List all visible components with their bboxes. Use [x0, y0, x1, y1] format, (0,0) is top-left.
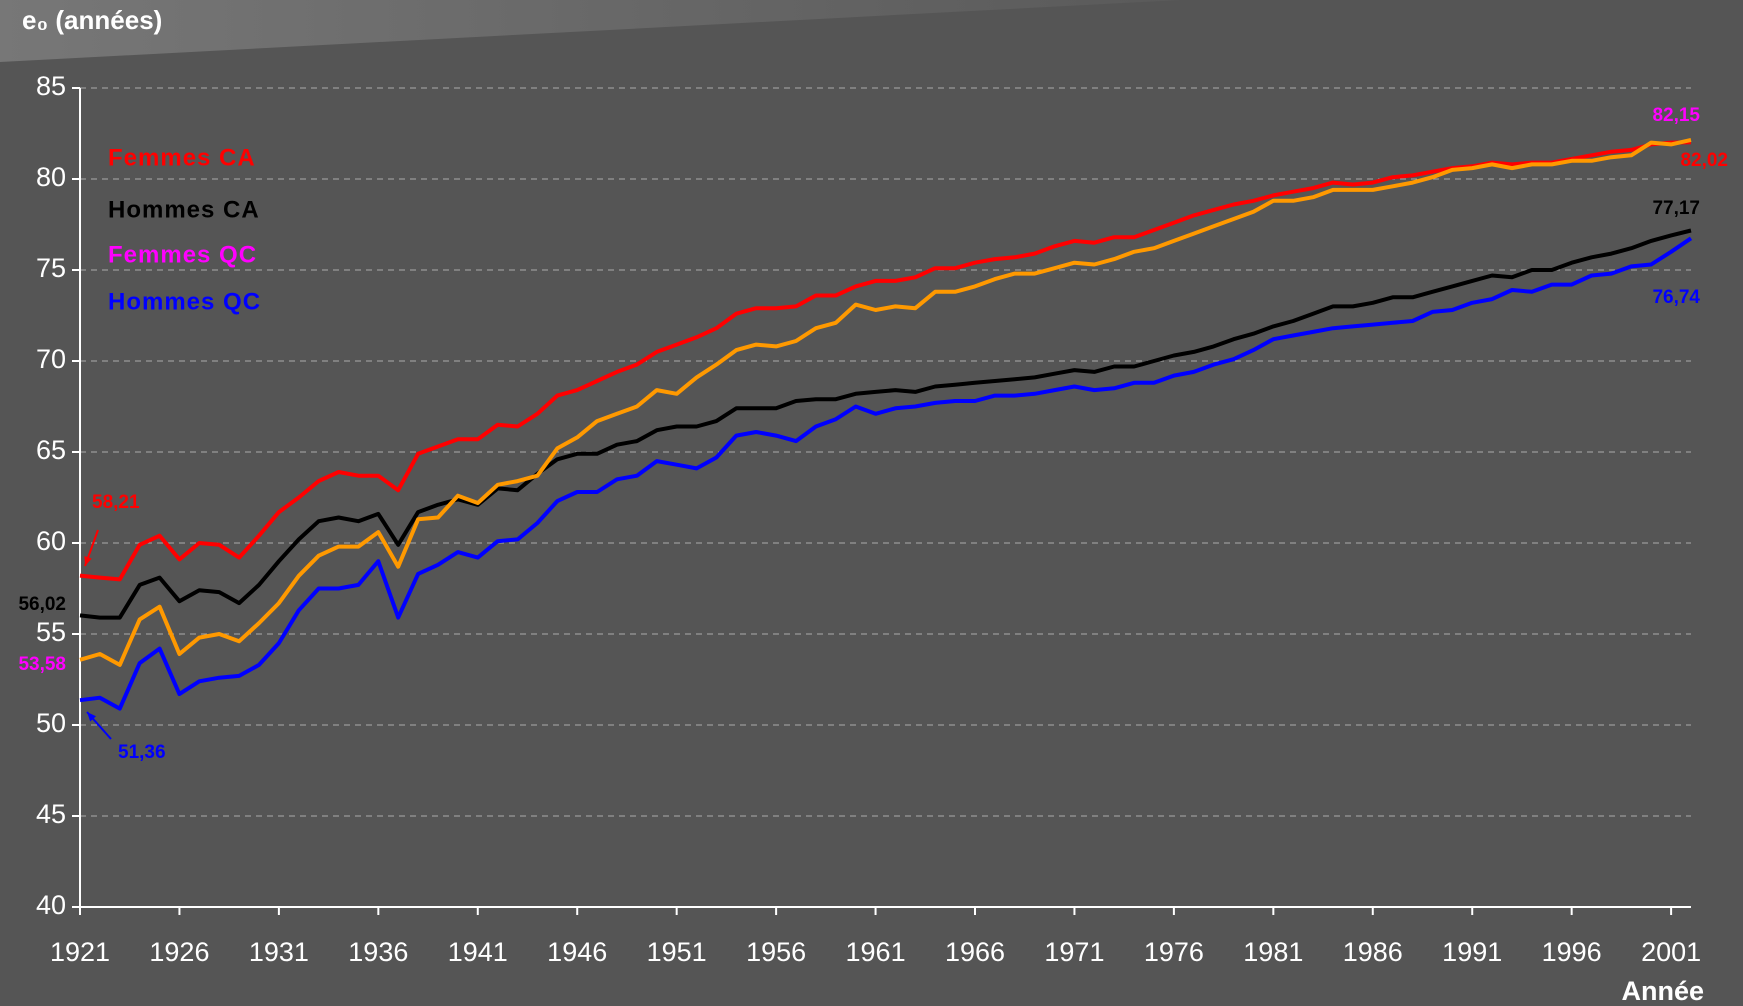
y-tick-label: 75 — [36, 253, 66, 283]
data-label: 51,36 — [118, 742, 166, 763]
series-line — [79, 140, 1692, 582]
x-tick-label: 1931 — [249, 937, 309, 967]
series-line — [79, 228, 1692, 620]
data-label: 77,17 — [1652, 198, 1700, 219]
y-tick-label: 70 — [36, 344, 66, 374]
x-tick-label: 1971 — [1044, 937, 1104, 967]
x-tick-label: 1921 — [50, 937, 110, 967]
legend-entry: Femmes CA — [108, 144, 256, 171]
x-tick-label: 1956 — [746, 937, 806, 967]
y-tick-label: 55 — [36, 617, 66, 647]
x-tick-label: 1991 — [1442, 937, 1502, 967]
x-tick-label: 2001 — [1641, 937, 1701, 967]
y-axis-title: e₀ (années) — [22, 5, 162, 35]
x-tick-label: 1961 — [846, 937, 906, 967]
legend-entry: Hommes QC — [108, 288, 261, 315]
series-line — [79, 137, 1692, 667]
y-tick-label: 50 — [36, 708, 66, 738]
data-label: 58,21 — [92, 492, 140, 513]
x-tick-label: 1981 — [1243, 937, 1303, 967]
y-tick-label: 65 — [36, 435, 66, 465]
x-tick-label: 1941 — [448, 937, 508, 967]
data-label: 82,15 — [1652, 105, 1700, 126]
x-tick-label: 1946 — [547, 937, 607, 967]
arrow-head — [87, 712, 97, 722]
data-label: 56,02 — [18, 594, 66, 615]
legend-entry: Femmes QC — [108, 241, 257, 268]
y-tick-label: 80 — [36, 162, 66, 192]
x-tick-label: 1986 — [1343, 937, 1403, 967]
data-label: 53,58 — [18, 654, 66, 675]
x-tick-label: 1966 — [945, 937, 1005, 967]
y-tick-label: 60 — [36, 526, 66, 556]
x-tick-label: 1996 — [1542, 937, 1602, 967]
y-tick-label: 45 — [36, 799, 66, 829]
y-tick-label: 40 — [36, 890, 66, 920]
x-tick-label: 1976 — [1144, 937, 1204, 967]
x-tick-label: 1926 — [149, 937, 209, 967]
x-axis-title: Année — [1621, 976, 1704, 1006]
series-line — [79, 236, 1693, 711]
x-tick-label: 1951 — [647, 937, 707, 967]
y-tick-label: 85 — [36, 71, 66, 101]
arrow-head — [84, 556, 92, 566]
x-tick-label: 1936 — [348, 937, 408, 967]
data-label: 76,74 — [1652, 287, 1700, 308]
legend-entry: Hommes CA — [108, 196, 260, 223]
data-label: 82,02 — [1680, 150, 1728, 171]
header-band — [0, 0, 1180, 62]
